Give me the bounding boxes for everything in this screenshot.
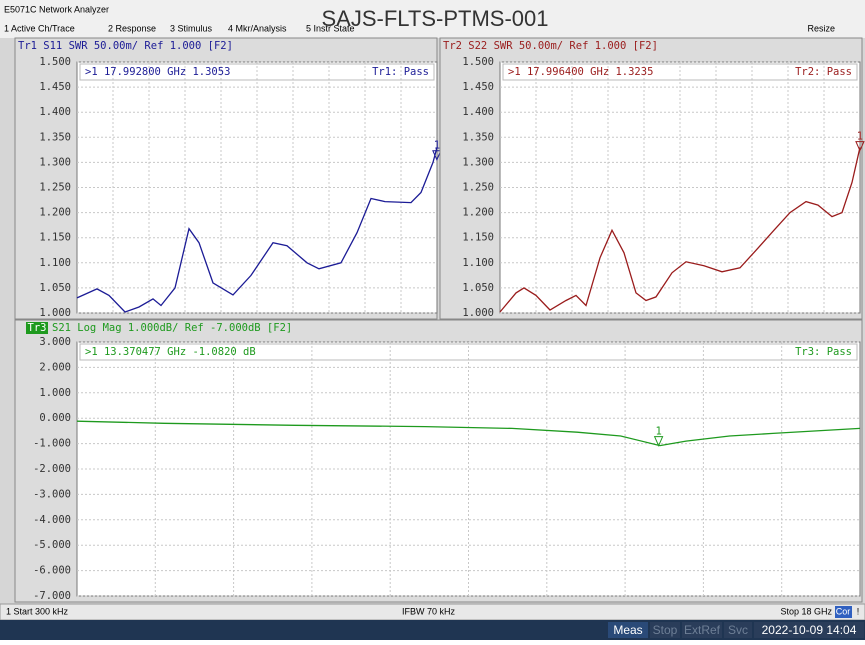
- y-tick-label: -4.000: [33, 514, 71, 526]
- start-freq: 1 Start 300 kHz: [6, 606, 69, 616]
- y-tick-label: 1.200: [462, 207, 494, 219]
- bottom-item[interactable]: Meas: [613, 623, 642, 637]
- y-tick-label: 1.250: [462, 182, 494, 194]
- bottom-item[interactable]: Svc: [728, 623, 748, 637]
- y-tick-label: 1.000: [39, 307, 71, 319]
- bottom-cell: [754, 622, 864, 638]
- marker-readout-box: [79, 343, 858, 361]
- cor: Cor: [836, 606, 851, 616]
- marker: [653, 436, 664, 447]
- trace-badge: [26, 322, 48, 334]
- bottom-item[interactable]: ExtRef: [684, 623, 721, 637]
- bottom-cell: [682, 622, 722, 638]
- menu-item[interactable]: 4 Mkr/Analysis: [228, 23, 287, 33]
- marker-readout-box: [502, 63, 858, 81]
- y-tick-label: -7.000: [33, 590, 71, 602]
- limit-status: Tr1: Pass: [372, 66, 429, 78]
- bottom-cell: [608, 622, 648, 638]
- y-tick-label: 1.100: [39, 257, 71, 269]
- marker: [855, 141, 865, 152]
- marker-label: 1: [655, 426, 661, 438]
- overlay-title: SAJS-FLTS-PTMS-001: [322, 6, 549, 31]
- y-tick-label: 3.000: [39, 336, 71, 348]
- marker-readout: >1 13.370477 GHz -1.0820 dB: [85, 346, 256, 358]
- y-tick-label: 1.150: [462, 232, 494, 244]
- y-tick-label: 1.150: [39, 232, 71, 244]
- y-tick-label: -5.000: [33, 539, 71, 551]
- marker-readout: >1 17.996400 GHz 1.3235: [508, 66, 653, 78]
- menu-item[interactable]: 1 Active Ch/Trace: [4, 23, 75, 33]
- y-tick-label: 1.500: [462, 56, 494, 68]
- trace-header[interactable]: S21 Log Mag 1.000dB/ Ref -7.000dB [F2]: [52, 322, 292, 334]
- trace-header[interactable]: Tr2 S22 SWR 50.00m/ Ref 1.000 [F2]: [443, 40, 658, 52]
- ifbw: IFBW 70 kHz: [402, 606, 456, 616]
- menu-area: [0, 0, 865, 38]
- bottom-item[interactable]: Stop: [653, 623, 678, 637]
- marker: [432, 150, 442, 161]
- y-tick-label: 1.250: [39, 182, 71, 194]
- trace-line: [76, 420, 861, 447]
- y-tick-label: 1.500: [39, 56, 71, 68]
- marker-readout: >1 17.992800 GHz 1.3053: [85, 66, 230, 78]
- y-tick-label: 1.050: [39, 282, 71, 294]
- marker-label: 1: [434, 140, 440, 152]
- y-tick-label: 1.000: [39, 387, 71, 399]
- menu-item[interactable]: 2 Response: [108, 23, 156, 33]
- bottom-item: 2022-10-09 14:04: [762, 623, 857, 637]
- y-tick-label: 1.450: [462, 81, 494, 93]
- window-title: E5071C Network Analyzer: [4, 4, 109, 14]
- y-tick-label: 1.100: [462, 257, 494, 269]
- bottom-cell: [650, 622, 680, 638]
- y-tick-label: 2.000: [39, 361, 71, 373]
- trace-line: [499, 147, 861, 313]
- limit-status: Tr2: Pass: [795, 66, 852, 78]
- y-tick-label: 1.300: [39, 156, 71, 168]
- trace-header[interactable]: Tr1 S11 SWR 50.00m/ Ref 1.000 [F2]: [18, 40, 233, 52]
- alert: !: [857, 606, 860, 616]
- y-tick-label: -6.000: [33, 565, 71, 577]
- y-tick-label: -1.000: [33, 438, 71, 450]
- y-tick-label: 1.000: [462, 307, 494, 319]
- y-tick-label: 1.050: [462, 282, 494, 294]
- marker-label: 1: [857, 131, 863, 143]
- y-tick-label: 1.400: [462, 106, 494, 118]
- y-tick-label: -2.000: [33, 463, 71, 475]
- resize-button[interactable]: Resize: [807, 23, 835, 33]
- marker-readout-box: [79, 63, 435, 81]
- y-tick-label: 1.350: [462, 131, 494, 143]
- y-tick-label: 1.350: [39, 131, 71, 143]
- trace-line: [76, 147, 438, 313]
- y-tick-label: 1.450: [39, 81, 71, 93]
- limit-status: Tr3: Pass: [795, 346, 852, 358]
- y-tick-label: -3.000: [33, 488, 71, 500]
- y-tick-label: 1.200: [39, 207, 71, 219]
- menu-item[interactable]: 5 Instr State: [306, 23, 355, 33]
- menu-item[interactable]: 3 Stimulus: [170, 23, 213, 33]
- bottom-cell: [724, 622, 752, 638]
- stop-freq: Stop 18 GHz: [780, 606, 832, 616]
- trace-badge-label: Tr3: [28, 322, 47, 334]
- cor-badge: [835, 606, 852, 618]
- y-tick-label: 1.300: [462, 156, 494, 168]
- y-tick-label: 1.400: [39, 106, 71, 118]
- bottom-bar: [0, 620, 865, 640]
- y-tick-label: 0.000: [39, 412, 71, 424]
